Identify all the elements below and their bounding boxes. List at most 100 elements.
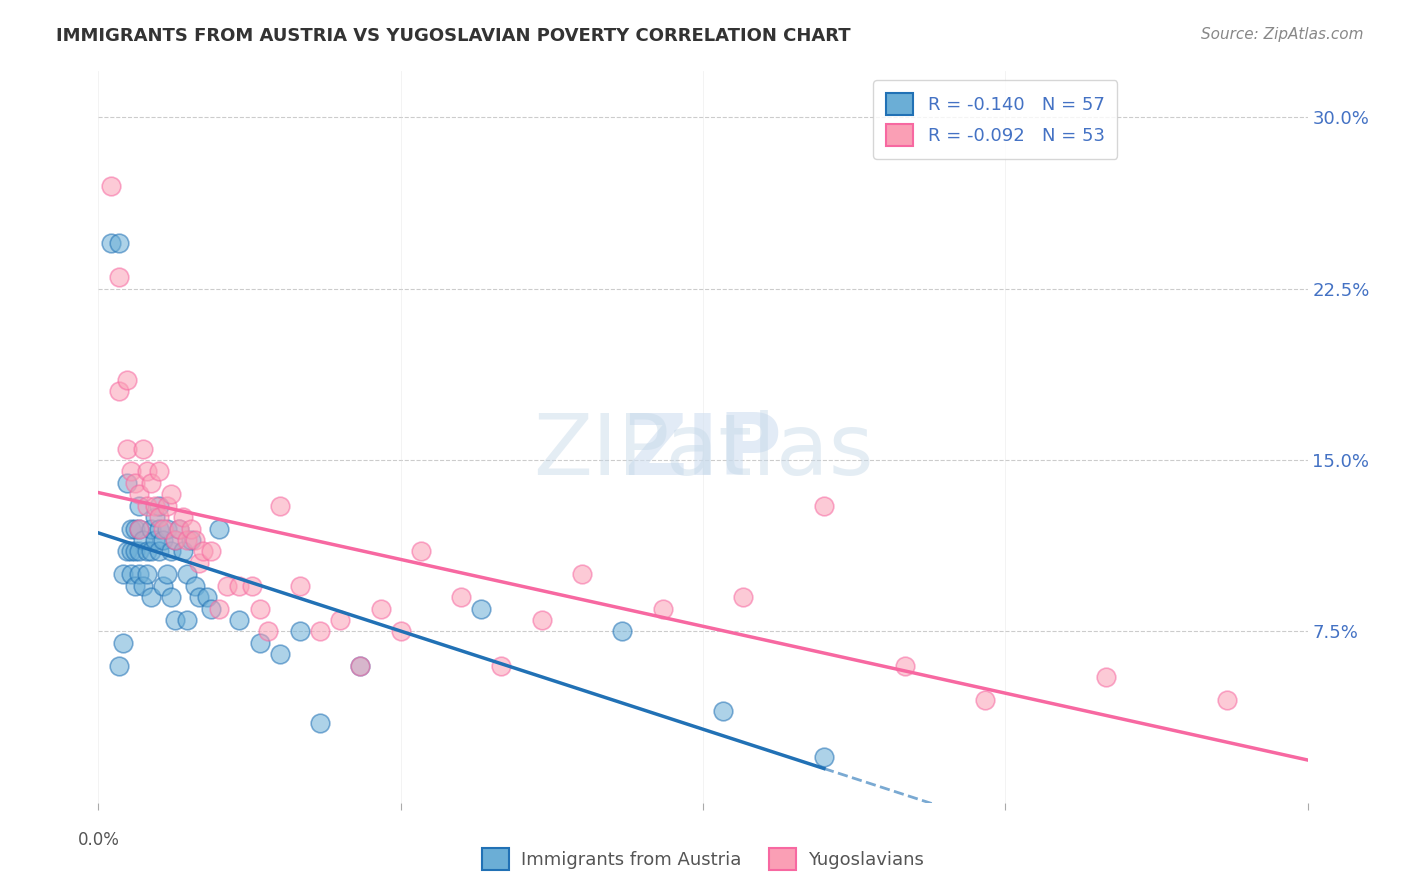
Immigrants from Austria	[124, 579, 146, 593]
Yugoslavians	[100, 178, 122, 193]
Text: 0.0%: 0.0%	[77, 830, 120, 848]
Yugoslavians	[184, 533, 207, 547]
Immigrants from Austria	[132, 533, 155, 547]
Yugoslavians	[135, 464, 157, 478]
Immigrants from Austria	[200, 601, 222, 615]
Immigrants from Austria	[349, 658, 371, 673]
Yugoslavians	[409, 544, 432, 558]
Yugoslavians	[269, 499, 291, 513]
Immigrants from Austria	[160, 544, 183, 558]
Immigrants from Austria	[152, 533, 174, 547]
Yugoslavians	[115, 442, 138, 456]
Immigrants from Austria	[167, 521, 190, 535]
Yugoslavians	[1216, 693, 1239, 707]
Yugoslavians	[156, 499, 179, 513]
Yugoslavians	[329, 613, 352, 627]
Immigrants from Austria	[148, 521, 170, 535]
Yugoslavians	[172, 510, 194, 524]
Immigrants from Austria	[120, 521, 142, 535]
Yugoslavians	[530, 613, 553, 627]
Yugoslavians	[135, 499, 157, 513]
Yugoslavians	[152, 521, 174, 535]
Immigrants from Austria	[176, 613, 198, 627]
Yugoslavians	[240, 579, 263, 593]
Yugoslavians	[139, 475, 162, 490]
Legend: Immigrants from Austria, Yugoslavians: Immigrants from Austria, Yugoslavians	[474, 840, 932, 877]
Immigrants from Austria	[128, 499, 150, 513]
Immigrants from Austria	[711, 705, 734, 719]
Immigrants from Austria	[139, 544, 162, 558]
Yugoslavians	[148, 510, 170, 524]
Immigrants from Austria	[152, 579, 174, 593]
Immigrants from Austria	[172, 544, 194, 558]
Yugoslavians	[651, 601, 673, 615]
Immigrants from Austria	[128, 567, 150, 582]
Yugoslavians	[167, 521, 190, 535]
Yugoslavians	[349, 658, 371, 673]
Yugoslavians	[163, 533, 186, 547]
Immigrants from Austria	[143, 510, 166, 524]
Immigrants from Austria	[139, 521, 162, 535]
Yugoslavians	[180, 521, 202, 535]
Yugoslavians	[571, 567, 593, 582]
Immigrants from Austria	[115, 544, 138, 558]
Yugoslavians	[188, 556, 211, 570]
Immigrants from Austria	[269, 647, 291, 661]
Yugoslavians	[491, 658, 513, 673]
Immigrants from Austria	[132, 579, 155, 593]
Yugoslavians	[1095, 670, 1118, 684]
Text: Source: ZipAtlas.com: Source: ZipAtlas.com	[1201, 27, 1364, 42]
Immigrants from Austria	[612, 624, 634, 639]
Immigrants from Austria	[143, 533, 166, 547]
Immigrants from Austria	[188, 590, 211, 604]
Immigrants from Austria	[156, 521, 179, 535]
Immigrants from Austria	[115, 475, 138, 490]
Immigrants from Austria	[135, 544, 157, 558]
Immigrants from Austria	[107, 658, 129, 673]
Immigrants from Austria	[139, 590, 162, 604]
Yugoslavians	[733, 590, 755, 604]
Legend: R = -0.140   N = 57, R = -0.092   N = 53: R = -0.140 N = 57, R = -0.092 N = 53	[873, 80, 1118, 159]
Immigrants from Austria	[228, 613, 250, 627]
Immigrants from Austria	[249, 636, 271, 650]
Yugoslavians	[128, 487, 150, 501]
Text: ZIPatlas: ZIPatlas	[533, 410, 873, 493]
Yugoslavians	[200, 544, 222, 558]
Yugoslavians	[176, 533, 198, 547]
Yugoslavians	[208, 601, 231, 615]
Yugoslavians	[249, 601, 271, 615]
Yugoslavians	[450, 590, 472, 604]
Immigrants from Austria	[111, 636, 134, 650]
Immigrants from Austria	[128, 544, 150, 558]
Yugoslavians	[124, 475, 146, 490]
Yugoslavians	[115, 373, 138, 387]
Immigrants from Austria	[148, 544, 170, 558]
Text: ZIP: ZIP	[624, 410, 782, 493]
Immigrants from Austria	[813, 750, 835, 764]
Immigrants from Austria	[107, 235, 129, 250]
Immigrants from Austria	[470, 601, 492, 615]
Yugoslavians	[217, 579, 239, 593]
Immigrants from Austria	[111, 567, 134, 582]
Immigrants from Austria	[120, 567, 142, 582]
Immigrants from Austria	[309, 715, 332, 730]
Yugoslavians	[107, 270, 129, 285]
Yugoslavians	[193, 544, 215, 558]
Yugoslavians	[143, 499, 166, 513]
Immigrants from Austria	[128, 521, 150, 535]
Yugoslavians	[370, 601, 392, 615]
Immigrants from Austria	[176, 567, 198, 582]
Immigrants from Austria	[180, 533, 202, 547]
Yugoslavians	[813, 499, 835, 513]
Immigrants from Austria	[156, 567, 179, 582]
Yugoslavians	[389, 624, 412, 639]
Immigrants from Austria	[163, 613, 186, 627]
Immigrants from Austria	[100, 235, 122, 250]
Yugoslavians	[160, 487, 183, 501]
Immigrants from Austria	[163, 533, 186, 547]
Immigrants from Austria	[124, 544, 146, 558]
Immigrants from Austria	[288, 624, 311, 639]
Yugoslavians	[148, 464, 170, 478]
Yugoslavians	[132, 442, 155, 456]
Immigrants from Austria	[124, 521, 146, 535]
